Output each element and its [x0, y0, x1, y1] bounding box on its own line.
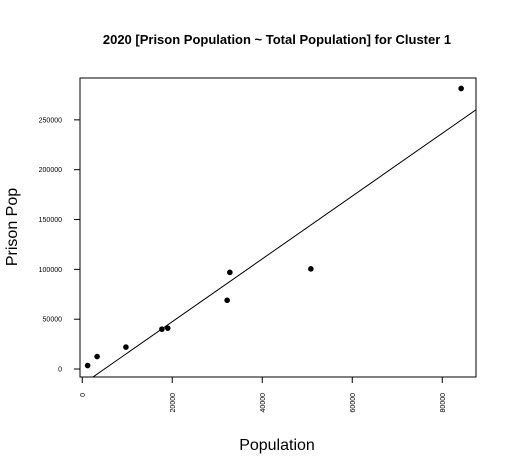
y-tick-label: 150000 [39, 217, 62, 224]
x-tick-label: 80000 [440, 393, 447, 413]
data-point [308, 266, 314, 272]
data-point [123, 344, 129, 350]
x-tick-label: 40000 [260, 393, 267, 413]
chart-title: 2020 [Prison Population ~ Total Populati… [103, 32, 451, 47]
regression-line [92, 109, 476, 377]
data-point [164, 325, 171, 331]
data-point [227, 269, 233, 276]
y-tick-label: 250000 [39, 117, 62, 124]
data-point [159, 326, 165, 332]
y-tick-label: 0 [58, 367, 62, 374]
y-axis-label: Prison Pop [4, 188, 21, 266]
x-tick-label: 60000 [350, 393, 357, 413]
y-tick-label: 100000 [39, 267, 62, 274]
plot-frame [79, 77, 477, 378]
data-point [224, 297, 230, 304]
y-tick-label: 200000 [39, 167, 62, 174]
data-point [458, 85, 464, 92]
y-tick-label: 50000 [43, 317, 63, 324]
x-axis: 0 20000 40000 60000 80000 [80, 376, 447, 413]
x-axis-label: Population [239, 437, 315, 454]
data-point [94, 353, 100, 360]
x-tick-label: 0 [80, 393, 87, 397]
plot-area [84, 85, 476, 377]
x-tick-label: 20000 [170, 393, 177, 413]
data-point [84, 362, 91, 369]
y-axis: 0 50000 100000 150000 200000 250000 [39, 117, 81, 374]
